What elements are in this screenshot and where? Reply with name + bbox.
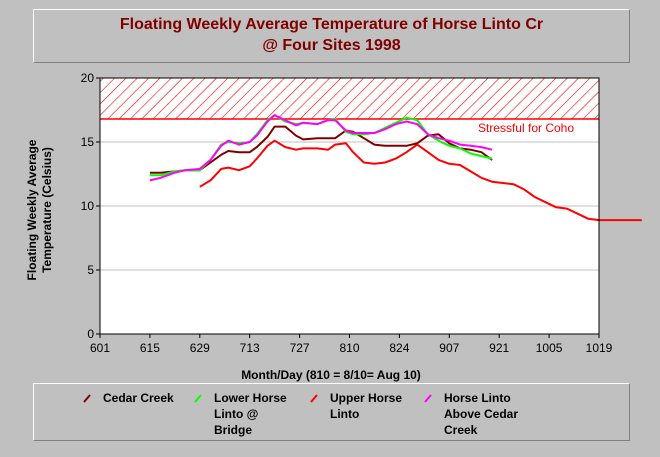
x-tick-label: 810 — [339, 341, 359, 355]
threshold-label: Stressful for Coho — [478, 121, 574, 135]
chart-legend: Cedar Creek Lower Horse Linto @ Bridge U… — [33, 383, 630, 441]
x-axis-label: Month/Day (810 = 8/10= Aug 10) — [241, 368, 421, 382]
y-tick-label: 0 — [87, 327, 94, 341]
y-axis-label-line-2: Temperature (Celsius) — [40, 147, 54, 273]
x-tick-label: 629 — [190, 341, 210, 355]
y-tick-label: 5 — [87, 263, 94, 277]
legend-label: Horse Linto Above Cedar Creek — [444, 391, 519, 437]
chart-title-line-1: Floating Weekly Average Temperature of H… — [119, 16, 544, 33]
legend-line-swatch-icon — [310, 394, 318, 403]
x-tick-label: 824 — [389, 341, 409, 355]
y-tick-label: 10 — [81, 199, 95, 213]
x-tick-label: 1019 — [586, 341, 613, 355]
x-tick-label: 601 — [90, 341, 110, 355]
y-axis-label-line-1: Floating Weekly Average — [25, 139, 39, 280]
y-tick-label: 15 — [81, 135, 95, 149]
legend-line-swatch-icon — [424, 394, 432, 403]
x-tick-label: 921 — [489, 341, 509, 355]
legend-label: Cedar Creek — [103, 391, 174, 405]
x-tick-label: 615 — [140, 341, 160, 355]
y-tick-label: 20 — [81, 71, 95, 85]
chart-title-line-2: @ Four Sites 1998 — [262, 37, 401, 54]
legend-line-swatch-icon — [194, 394, 202, 403]
legend-line-swatch-icon — [83, 394, 91, 403]
x-tick-label: 1005 — [536, 341, 563, 355]
series-line-upper-horse-linto — [199, 139, 642, 222]
stressful-threshold-band — [99, 77, 600, 120]
legend-label: Lower Horse Linto @ Bridge — [214, 391, 287, 437]
x-tick-label: 727 — [290, 341, 310, 355]
x-tick-label: 907 — [439, 341, 459, 355]
series-line-horse-linto-above-cedar-creek — [149, 114, 493, 182]
chart-title-panel: Floating Weekly Average Temperature of H… — [33, 9, 630, 63]
x-tick-label: 713 — [240, 341, 260, 355]
plot-frame — [99, 77, 600, 335]
series-line-cedar-creek — [149, 125, 493, 174]
legend-label: Upper Horse Linto — [330, 391, 403, 421]
